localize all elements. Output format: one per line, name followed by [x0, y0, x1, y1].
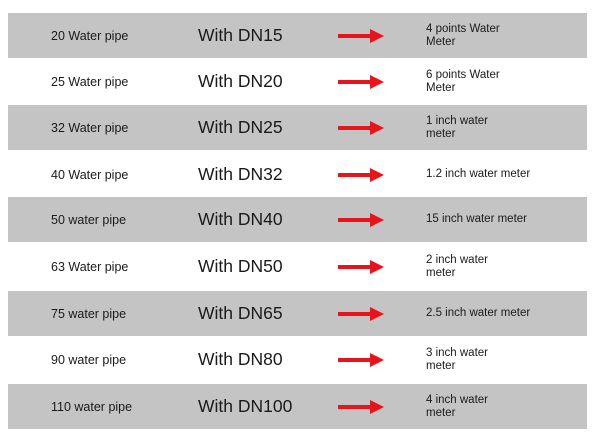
pipe-size-label: 50 water pipe — [51, 212, 127, 227]
pipe-size-label: 32 Water pipe — [51, 120, 129, 135]
dn-size-label: With DN50 — [198, 256, 283, 276]
right-arrow-icon — [338, 197, 384, 242]
pipe-size-label: 110 water pipe — [51, 399, 133, 414]
table-row: 63 Water pipe With DN50 2 inch water meter — [8, 244, 587, 289]
dn-size-label: With DN20 — [198, 71, 283, 91]
table-row: 20 Water pipe With DN15 4 points Water Met… — [8, 13, 587, 58]
table-row: 75 water pipe With DN65 2.5 inch water met… — [8, 291, 587, 336]
right-arrow-icon — [338, 105, 384, 150]
table-row: 50 water pipe With DN40 15 inch water mete… — [8, 197, 587, 242]
water-meter-label: 1.2 inch water meter — [426, 168, 531, 180]
table-row: 90 water pipe With DN80 3 inch water meter — [8, 337, 587, 382]
water-meter-label: 3 inch water meter — [426, 346, 489, 372]
table-row: 40 Water pipe With DN32 1.2 inch water met… — [8, 152, 587, 197]
water-meter-label: 1 inch water meter — [426, 114, 489, 140]
water-meter-label: 2 inch water meter — [426, 253, 489, 279]
dn-size-label: With DN25 — [198, 117, 283, 137]
pipe-size-label: 75 water pipe — [51, 306, 127, 321]
dn-size-label: With DN65 — [198, 303, 283, 323]
water-meter-label: 6 points Water Meter — [426, 68, 500, 94]
dn-size-label: With DN80 — [198, 349, 283, 369]
dn-size-label: With DN15 — [198, 25, 283, 45]
table-row: 32 Water pipe With DN25 1 inch water meter — [8, 105, 587, 150]
water-meter-label: 4 points Water Meter — [426, 22, 500, 48]
pipe-size-label: 40 Water pipe — [51, 167, 129, 182]
dn-size-label: With DN100 — [198, 396, 293, 416]
table-row: 110 water pipe With DN100 4 inch water met… — [8, 384, 587, 429]
right-arrow-icon — [338, 291, 384, 336]
water-meter-label: 15 inch water meter — [426, 213, 527, 225]
right-arrow-icon — [338, 337, 384, 382]
right-arrow-icon — [338, 13, 384, 58]
water-meter-label: 2.5 inch water meter — [426, 307, 531, 319]
pipe-size-label: 63 Water pipe — [51, 259, 129, 274]
right-arrow-icon — [338, 59, 384, 104]
water-meter-label: 4 inch water meter — [426, 393, 489, 419]
dn-size-label: With DN40 — [198, 209, 283, 229]
right-arrow-icon — [338, 152, 384, 197]
pipe-size-label: 90 water pipe — [51, 352, 127, 367]
dn-size-label: With DN32 — [198, 164, 283, 184]
right-arrow-icon — [338, 244, 384, 289]
pipe-size-label: 20 Water pipe — [51, 28, 129, 43]
pipe-size-label: 25 Water pipe — [51, 74, 129, 89]
table-row: 25 Water pipe With DN20 6 points Water Met… — [8, 59, 587, 104]
right-arrow-icon — [338, 384, 384, 429]
